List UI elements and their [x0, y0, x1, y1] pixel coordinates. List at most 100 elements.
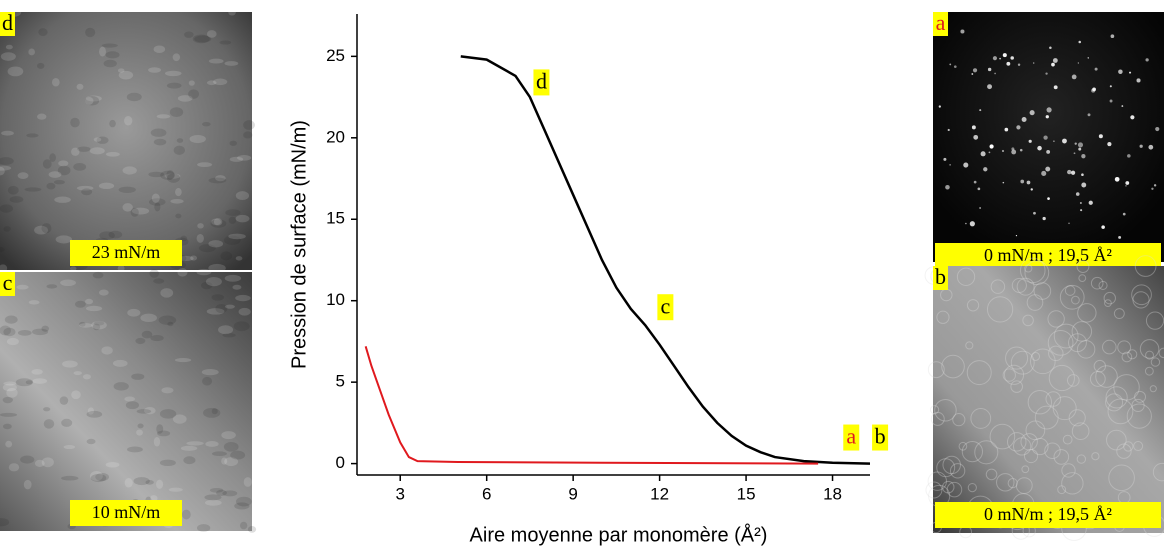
texture [224, 274, 242, 282]
speckle [980, 151, 986, 157]
x-tick-label: 18 [823, 484, 842, 503]
texture [41, 325, 50, 332]
domain [1005, 346, 1029, 370]
texture [213, 218, 223, 226]
speckle [1125, 185, 1127, 187]
texture [59, 396, 69, 405]
domain [925, 481, 943, 499]
speckle [1148, 144, 1154, 150]
texture [153, 138, 167, 146]
speckle [1078, 147, 1082, 151]
texture [113, 382, 129, 391]
speckle [949, 164, 951, 166]
domain [1024, 260, 1050, 286]
texture [126, 92, 142, 102]
domain [1031, 351, 1041, 361]
speckle [1004, 127, 1009, 132]
texture [172, 53, 181, 62]
speckle [1074, 142, 1077, 145]
speckle [1019, 148, 1023, 152]
texture [0, 264, 8, 273]
texture [229, 156, 244, 162]
speckle [1068, 222, 1070, 225]
speckle [1088, 200, 1093, 205]
texture [79, 323, 93, 328]
domain [1127, 349, 1138, 360]
y-axis-label: Pression de surface (mN/m) [288, 120, 310, 369]
domain [1121, 351, 1133, 363]
image-letter: c [3, 270, 13, 295]
texture [156, 114, 171, 119]
speckle [1051, 62, 1055, 67]
speckle [1026, 180, 1031, 185]
x-tick-label: 15 [737, 484, 756, 503]
domain [1053, 323, 1079, 349]
speckle [1053, 85, 1058, 90]
texture [108, 230, 123, 239]
texture [25, 380, 33, 385]
texture [3, 381, 17, 386]
texture [238, 307, 251, 316]
texture [232, 284, 242, 290]
domain [1047, 330, 1074, 356]
domain [941, 354, 965, 379]
speckle [1049, 46, 1052, 50]
texture [79, 321, 86, 327]
domain [1131, 284, 1152, 306]
speckle [1062, 138, 1067, 144]
texture [144, 406, 156, 415]
speckle [992, 56, 998, 61]
domain [1027, 390, 1053, 415]
domain [1059, 284, 1085, 310]
texture [202, 121, 211, 127]
texture [173, 145, 185, 155]
domain [1134, 255, 1157, 277]
x-axis-label: Aire moyenne par monomère (Å²) [470, 523, 768, 546]
texture [90, 471, 103, 481]
image-caption: 0 mN/m ; 19,5 Å² [984, 504, 1112, 524]
texture [211, 218, 222, 226]
texture [81, 188, 93, 196]
texture [198, 244, 216, 253]
domain [1132, 291, 1150, 309]
domain [1022, 314, 1034, 327]
texture [228, 9, 236, 16]
texture [221, 457, 228, 465]
domain [966, 360, 992, 386]
texture [0, 518, 10, 527]
texture [235, 214, 250, 223]
texture [205, 276, 222, 287]
texture [228, 233, 246, 240]
speckle [1037, 145, 1042, 151]
speckle [1077, 62, 1079, 64]
texture [222, 333, 236, 338]
texture [135, 337, 146, 345]
texture [49, 153, 56, 162]
texture [229, 140, 237, 146]
speckle [1153, 184, 1157, 187]
texture [125, 401, 139, 410]
speckle [1136, 78, 1141, 83]
domain [1010, 350, 1035, 375]
texture [220, 251, 233, 261]
domain [1071, 295, 1080, 305]
speckle [1015, 234, 1018, 237]
texture [117, 68, 125, 73]
domain [1133, 441, 1144, 452]
speckle [953, 65, 957, 68]
domain [966, 299, 980, 312]
domain [1048, 345, 1064, 362]
texture [211, 294, 224, 301]
speckle [965, 222, 967, 225]
domain [1103, 291, 1116, 305]
texture [153, 45, 166, 53]
domain [1003, 364, 1025, 385]
texture [190, 255, 198, 261]
domain [1057, 485, 1067, 495]
speckle [972, 68, 978, 73]
texture [61, 475, 79, 481]
domain [1102, 339, 1117, 355]
domain [996, 473, 1015, 492]
speckle [1045, 72, 1048, 75]
texture [105, 152, 120, 157]
